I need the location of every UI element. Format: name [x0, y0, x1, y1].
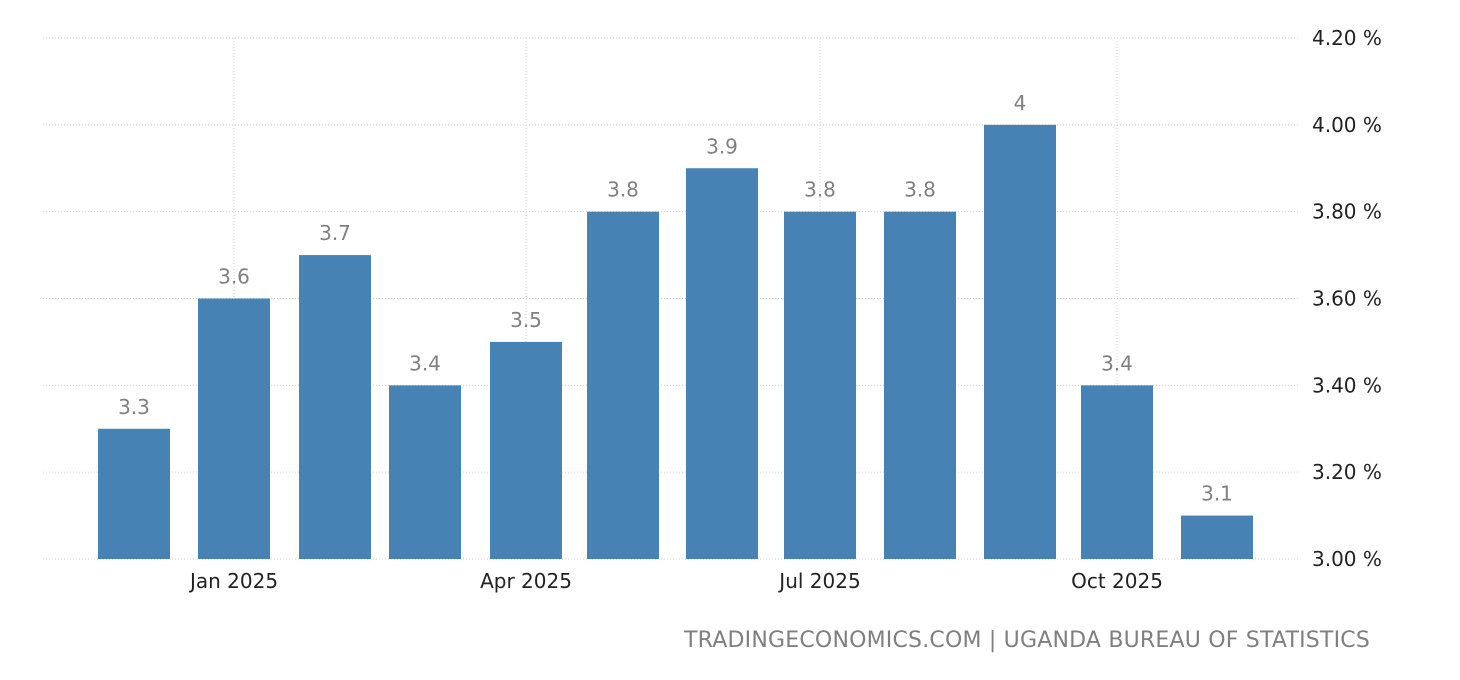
source-credit: TRADINGECONOMICS.COM | UGANDA BUREAU OF … — [684, 628, 1370, 653]
bar — [299, 255, 371, 560]
data-label: 3.9 — [706, 134, 738, 158]
x-tick-label: Jan 2025 — [188, 569, 278, 593]
y-tick-label: 3.60 % — [1312, 287, 1382, 311]
y-tick-label: 3.40 % — [1312, 373, 1382, 397]
x-tick-label: Jul 2025 — [777, 569, 860, 593]
data-label: 3.8 — [607, 178, 639, 202]
bar — [686, 168, 758, 559]
data-label: 4 — [1014, 91, 1027, 115]
y-tick-label: 3.80 % — [1312, 200, 1382, 224]
y-tick-label: 3.00 % — [1312, 547, 1382, 571]
x-tick-label: Oct 2025 — [1071, 569, 1163, 593]
bar — [984, 124, 1056, 559]
data-label: 3.4 — [1101, 351, 1133, 375]
bar — [587, 211, 659, 559]
bar — [198, 298, 270, 559]
bar — [98, 428, 170, 559]
data-label: 3.5 — [510, 308, 542, 332]
y-tick-label: 3.20 % — [1312, 460, 1382, 484]
bar — [784, 211, 856, 559]
data-label: 3.8 — [904, 178, 936, 202]
data-label: 3.3 — [118, 395, 150, 419]
bar — [490, 341, 562, 559]
data-label: 3.8 — [804, 178, 836, 202]
data-label: 3.1 — [1201, 482, 1233, 506]
bar — [1081, 385, 1153, 559]
bar — [1181, 515, 1253, 559]
x-tick-label: Apr 2025 — [480, 569, 572, 593]
y-tick-label: 4.20 % — [1312, 26, 1382, 50]
data-label: 3.4 — [409, 351, 441, 375]
data-label: 3.7 — [319, 221, 351, 245]
bar — [389, 385, 461, 559]
y-tick-label: 4.00 % — [1312, 113, 1382, 137]
bar — [884, 211, 956, 559]
data-label: 3.6 — [218, 265, 250, 289]
